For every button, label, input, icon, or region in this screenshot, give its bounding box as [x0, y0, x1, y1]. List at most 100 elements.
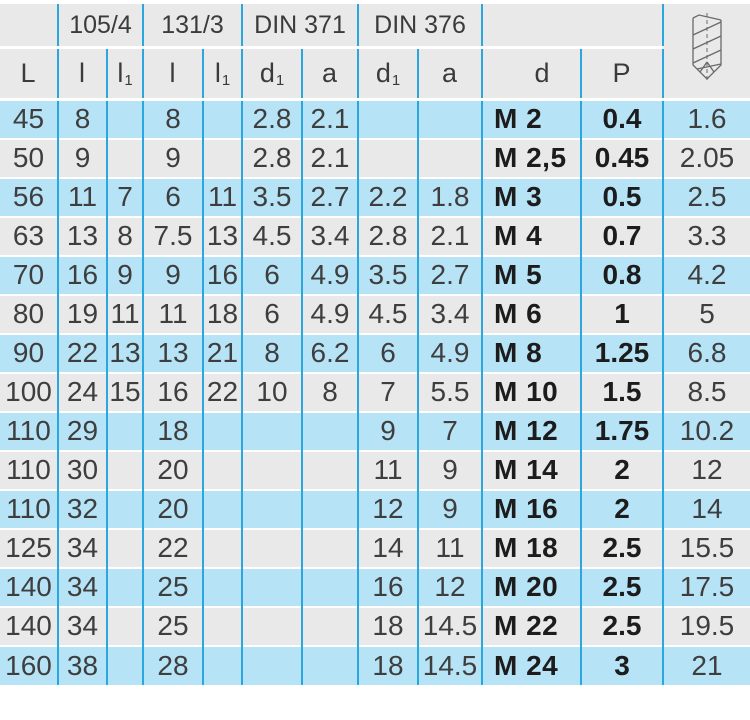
table-cell: 1.5: [580, 372, 663, 412]
table-cell: 13: [142, 333, 203, 373]
table-cell: 11: [57, 177, 107, 217]
table-cell: M 12: [481, 411, 581, 451]
table-row: 100 24 15 16 22 10 8 7 5.5 M 10 1.5 8.5: [0, 372, 750, 412]
group-header-empty: [481, 4, 663, 49]
table-row: 50 9 9 2.8 2.1 M 2,5 0.45 2.05: [0, 138, 750, 178]
table-cell: 22: [142, 528, 203, 568]
table-cell: 6: [241, 255, 302, 295]
table-cell: 2: [580, 450, 663, 490]
table-cell: 15: [106, 372, 143, 412]
table-cell: 7.5: [142, 216, 203, 256]
table-cell: 16: [202, 255, 242, 295]
table-cell: 2: [580, 489, 663, 529]
col-header-l-131: l: [142, 47, 203, 101]
table-cell: 4.2: [662, 255, 750, 295]
table-row: 56 11 7 6 11 3.5 2.7 2.2 1.8 M 3 0.5 2.5: [0, 177, 750, 217]
table-cell: 4.5: [241, 216, 302, 256]
table-cell: 4.9: [301, 255, 358, 295]
table-cell: [241, 450, 302, 490]
table-cell: 5: [662, 294, 750, 334]
table-cell: 8: [106, 216, 143, 256]
table-cell: 0.5: [580, 177, 663, 217]
table-cell: 3.5: [357, 255, 418, 295]
table-row: 110 32 20 12 9 M 16 2 14: [0, 489, 750, 529]
table-cell: 2.8: [357, 216, 418, 256]
table-cell: 2.05: [662, 138, 750, 178]
table-cell: [202, 99, 242, 139]
table-cell: 21: [662, 645, 750, 685]
table-cell: 2.2: [357, 177, 418, 217]
table-cell: 32: [57, 489, 107, 529]
table-cell: M 24: [481, 645, 581, 685]
corner-cell: [0, 4, 58, 49]
table-cell: 9: [57, 138, 107, 178]
table-cell: 3.4: [301, 216, 358, 256]
table-row: 110 29 18 9 7 M 12 1.75 10.2: [0, 411, 750, 451]
table-cell: [301, 606, 358, 646]
table-cell: 30: [57, 450, 107, 490]
table-cell: [241, 567, 302, 607]
table-cell: [106, 528, 143, 568]
table-cell: 6: [241, 294, 302, 334]
table-cell: M 18: [481, 528, 581, 568]
table-cell: 3.4: [417, 294, 482, 334]
table-cell: 100: [0, 372, 58, 412]
table-cell: [202, 138, 242, 178]
table-cell: 12: [417, 567, 482, 607]
table-cell: 2.5: [580, 606, 663, 646]
col-header-L: L: [0, 47, 58, 101]
group-header-din-371: DIN 371: [241, 4, 358, 49]
table-cell: M 6: [481, 294, 581, 334]
table-row: 70 16 9 9 16 6 4.9 3.5 2.7 M 5 0.8 4.2: [0, 255, 750, 295]
table-cell: 4.9: [417, 333, 482, 373]
table-cell: [106, 138, 143, 178]
table-cell: 22: [202, 372, 242, 412]
table-cell: 10: [241, 372, 302, 412]
table-cell: [241, 528, 302, 568]
table-cell: [202, 645, 242, 685]
table-cell: 13: [106, 333, 143, 373]
table-cell: [241, 411, 302, 451]
table-cell: 21: [202, 333, 242, 373]
table-cell: 160: [0, 645, 58, 685]
col-header-d1-376: d1: [357, 47, 418, 101]
col-header-l-105: l: [57, 47, 107, 101]
col-header-d: d: [481, 47, 581, 101]
table-cell: 16: [142, 372, 203, 412]
table-cell: M 2,5: [481, 138, 581, 178]
table-row: 63 13 8 7.5 13 4.5 3.4 2.8 2.1 M 4 0.7 3.3: [0, 216, 750, 256]
table-cell: 12: [357, 489, 418, 529]
table-cell: 1.25: [580, 333, 663, 373]
table-cell: 1.75: [580, 411, 663, 451]
table-cell: 3: [580, 645, 663, 685]
table-cell: 18: [202, 294, 242, 334]
table-cell: [202, 450, 242, 490]
col-header-a-371: a: [301, 47, 358, 101]
table-cell: 1.8: [417, 177, 482, 217]
table-cell: [301, 645, 358, 685]
table-cell: [106, 450, 143, 490]
table-cell: 90: [0, 333, 58, 373]
table-cell: [202, 489, 242, 529]
table-cell: 14.5: [417, 606, 482, 646]
table-cell: 2.1: [301, 138, 358, 178]
table-cell: 14.5: [417, 645, 482, 685]
table-cell: [301, 450, 358, 490]
table-cell: 2.7: [417, 255, 482, 295]
table-cell: 13: [57, 216, 107, 256]
table-cell: [106, 645, 143, 685]
table-header: 105/4 131/3 DIN 371 DIN 376: [0, 4, 750, 101]
table-row: 110 30 20 11 9 M 14 2 12: [0, 450, 750, 490]
table-cell: [106, 489, 143, 529]
table-cell: 9: [106, 255, 143, 295]
table-cell: 0.8: [580, 255, 663, 295]
table-cell: [106, 567, 143, 607]
table-cell: [301, 411, 358, 451]
table-cell: 20: [142, 489, 203, 529]
table-cell: 1: [580, 294, 663, 334]
table-cell: 15.5: [662, 528, 750, 568]
table-cell: 11: [106, 294, 143, 334]
table-cell: 18: [357, 606, 418, 646]
table-cell: 11: [202, 177, 242, 217]
